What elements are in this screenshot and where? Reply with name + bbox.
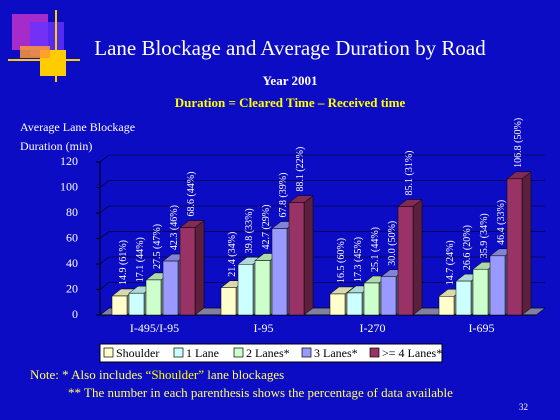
note-prefix: Note: * Also includes (30, 367, 146, 382)
value-label: 14.7 (24%) (445, 240, 456, 285)
x-tick-label: I-95 (254, 321, 274, 335)
legend-label: 1 Lane (186, 346, 219, 360)
value-label: 106.8 (50%) (513, 118, 524, 168)
y-axis-label: Average Lane Blockage Duration (min) (20, 120, 136, 153)
bar (254, 260, 271, 316)
value-label: 17.3 (45%) (353, 237, 364, 282)
formula: Duration = Cleared Time – Received time (175, 95, 406, 110)
subtitle: Year 2001 (262, 73, 317, 88)
grid-line (99, 154, 545, 163)
bar (438, 296, 455, 316)
value-label: 16.5 (60%) (336, 238, 347, 283)
bar (288, 202, 305, 316)
value-label: 68.6 (44%) (186, 172, 197, 217)
value-label: 85.1 (31%) (404, 150, 415, 195)
value-label: 25.1 (44%) (370, 227, 381, 272)
value-label: 30.0 (50%) (387, 221, 398, 266)
legend-swatch (233, 347, 244, 358)
bar (128, 292, 145, 316)
value-label: 42.7 (29%) (261, 205, 272, 250)
legend-box (99, 343, 443, 363)
note-suffix: lane blockages (204, 367, 284, 382)
x-tick-label: I-270 (360, 321, 386, 335)
value-label: 26.6 (20%) (462, 225, 473, 270)
value-label: 67.8 (39%) (278, 173, 289, 218)
x-tick-label: I-695 (469, 321, 495, 335)
value-label: 35.9 (34%) (479, 213, 490, 258)
note-highlight: “Shoulder” (146, 367, 205, 382)
bar (179, 227, 196, 316)
bar (455, 280, 472, 316)
bar (271, 228, 288, 316)
bar (346, 292, 363, 316)
bar-side (303, 195, 314, 316)
y-tick-label: 120 (60, 154, 78, 168)
legend-swatch (301, 347, 312, 358)
value-label: 42.3 (46%) (169, 205, 180, 250)
legend-label: Shoulder (116, 346, 159, 360)
y-tick-label: 80 (66, 205, 78, 219)
bar (506, 178, 523, 316)
y-tick-label: 40 (66, 256, 78, 270)
legend-label: >= 4 Lanes* (382, 346, 442, 360)
bar (145, 279, 162, 316)
bar (111, 295, 128, 316)
value-label: 14.9 (61%) (118, 240, 129, 285)
y-tick-label: 100 (60, 179, 78, 193)
bar-side (412, 198, 423, 316)
legend-label: 3 Lanes* (314, 346, 358, 360)
note2: ** The number in each parenthesis shows … (68, 385, 453, 400)
grid-line (99, 205, 545, 214)
bar (380, 276, 397, 316)
value-label: 88.1 (22%) (295, 147, 306, 192)
legend-label: 2 Lanes* (246, 346, 290, 360)
legend-swatch (369, 347, 380, 358)
bar (220, 287, 237, 316)
bar (237, 264, 254, 316)
value-label: 39.8 (33%) (244, 208, 255, 253)
bar (329, 293, 346, 316)
value-label: 46.4 (33%) (496, 200, 507, 245)
y-tick-label: 60 (66, 230, 78, 244)
y-tick-label: 20 (66, 281, 78, 295)
bar (162, 260, 179, 316)
value-label: 17.1 (44%) (135, 237, 146, 282)
legend-swatch (173, 347, 184, 358)
value-label: 21.4 (34%) (227, 232, 238, 277)
bar (397, 206, 414, 316)
bar-side (194, 220, 205, 316)
bar (489, 255, 506, 316)
bar (363, 282, 380, 316)
bar (472, 268, 489, 316)
title: Lane Blockage and Average Duration by Ro… (94, 36, 486, 60)
logo (8, 10, 80, 82)
note: Note: * Also includes “Shoulder” lane bl… (30, 367, 284, 382)
legend-swatch (103, 347, 114, 358)
x-tick-label: I-495/I-95 (130, 321, 179, 335)
page-number: 32 (519, 402, 528, 412)
y-tick-label: 0 (72, 307, 78, 321)
bar-side (521, 171, 532, 316)
value-label: 27.5 (47%) (152, 224, 163, 269)
grid-line (99, 180, 545, 188)
legend: Shoulder 1 Lane 2 Lanes* 3 Lanes* >= 4 Lanes… (99, 343, 443, 363)
